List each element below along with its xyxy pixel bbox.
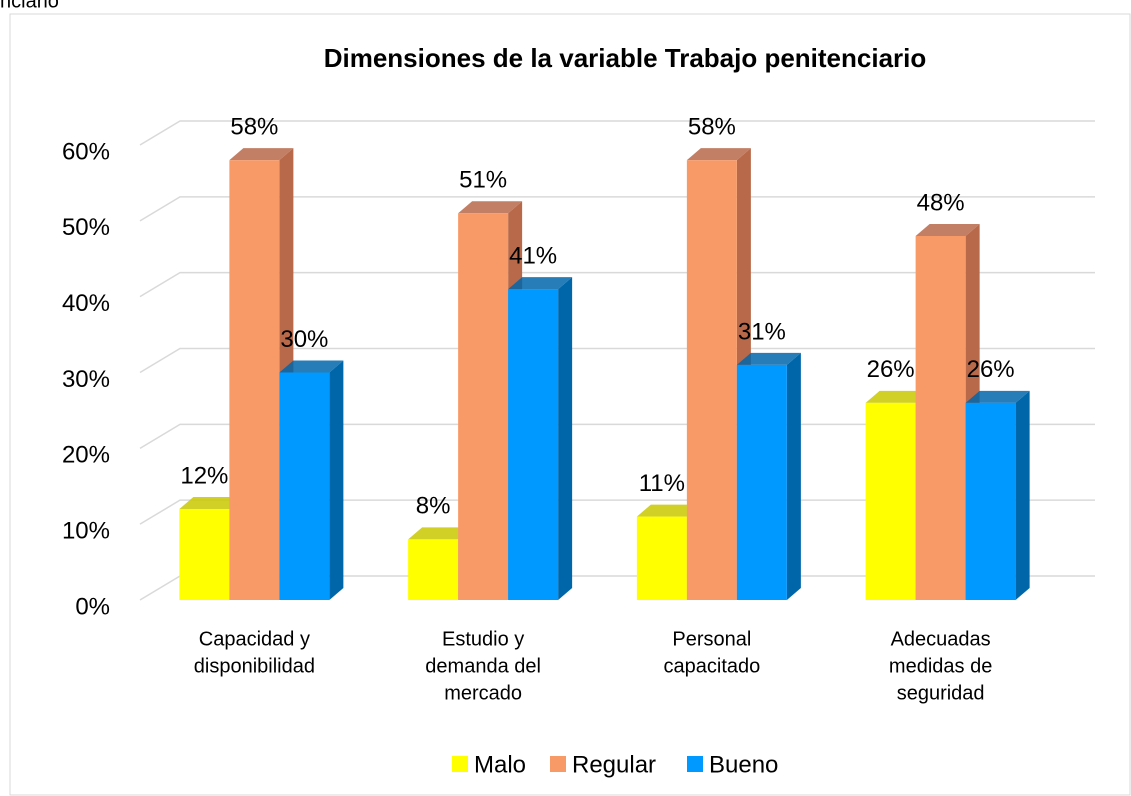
bar-side — [558, 277, 573, 600]
grid-line — [139, 347, 1095, 374]
legend-swatch — [550, 756, 566, 772]
bar — [179, 509, 230, 600]
bar-top — [865, 390, 930, 403]
bar — [636, 516, 687, 600]
legend-label: Regular — [572, 751, 656, 778]
bar-side — [329, 360, 344, 600]
y-tick-label: 20% — [62, 442, 110, 469]
bar-top — [508, 277, 573, 290]
y-tick-label: 60% — [62, 138, 110, 165]
grid-line — [139, 196, 1095, 222]
bar — [279, 372, 330, 600]
x-tick-label: demanda del — [425, 655, 541, 677]
x-tick-label: Estudio y — [442, 628, 524, 650]
data-label: 48% — [917, 189, 965, 216]
data-label: 11% — [639, 470, 685, 497]
bar — [915, 236, 966, 600]
data-label: 58% — [230, 114, 278, 141]
bar — [736, 364, 787, 600]
x-tick-label: Personal — [672, 628, 751, 650]
y-tick-label: 10% — [62, 518, 110, 545]
bar — [458, 213, 509, 600]
legend-swatch — [687, 756, 703, 772]
y-tick-label: 40% — [62, 290, 110, 317]
grid-line — [139, 120, 1095, 146]
x-tick-label: mercado — [444, 682, 522, 704]
x-tick-label: Capacidad y — [199, 628, 310, 650]
data-label: 31% — [738, 318, 786, 345]
y-tick-label: 50% — [62, 214, 110, 241]
data-label: 41% — [509, 242, 557, 269]
data-label: 30% — [280, 326, 328, 353]
bar-top — [279, 360, 344, 373]
bar-top — [408, 527, 473, 540]
y-tick-label: 30% — [62, 366, 110, 393]
legend-label: Bueno — [709, 751, 778, 778]
data-label: 58% — [688, 114, 736, 141]
x-tick-label: capacitado — [664, 655, 761, 677]
x-tick-label: disponibilidad — [194, 655, 315, 677]
bar-top — [458, 201, 523, 214]
data-label: 12% — [180, 462, 228, 489]
bar-side — [1015, 390, 1030, 600]
bar — [229, 160, 280, 600]
x-tick-label: Adecuadas — [891, 628, 991, 650]
bar — [408, 539, 459, 600]
bar — [965, 402, 1016, 600]
bar-top — [915, 224, 980, 236]
legend-swatch — [452, 756, 468, 772]
chart-title: Dimensiones de la variable Trabajo penit… — [324, 43, 927, 73]
data-label: 26% — [967, 356, 1015, 383]
bar-top — [636, 504, 701, 517]
data-label: 8% — [416, 493, 451, 520]
x-tick-label: seguridad — [897, 682, 985, 704]
bar — [865, 402, 916, 600]
grid-line — [139, 271, 1095, 298]
caption: nciario — [0, 0, 59, 12]
bar-top — [686, 148, 751, 161]
legend-label: Malo — [474, 751, 526, 778]
y-tick-label: 0% — [75, 593, 110, 620]
data-label: 26% — [867, 356, 915, 383]
x-tick-label: medidas de — [889, 655, 992, 677]
bar-top — [229, 148, 294, 161]
bar — [686, 160, 737, 600]
bar-top — [965, 390, 1030, 403]
bar — [508, 289, 559, 600]
bar-top — [179, 497, 244, 509]
bar-side — [786, 352, 801, 600]
bar-top — [736, 352, 801, 365]
data-label: 51% — [459, 167, 507, 194]
